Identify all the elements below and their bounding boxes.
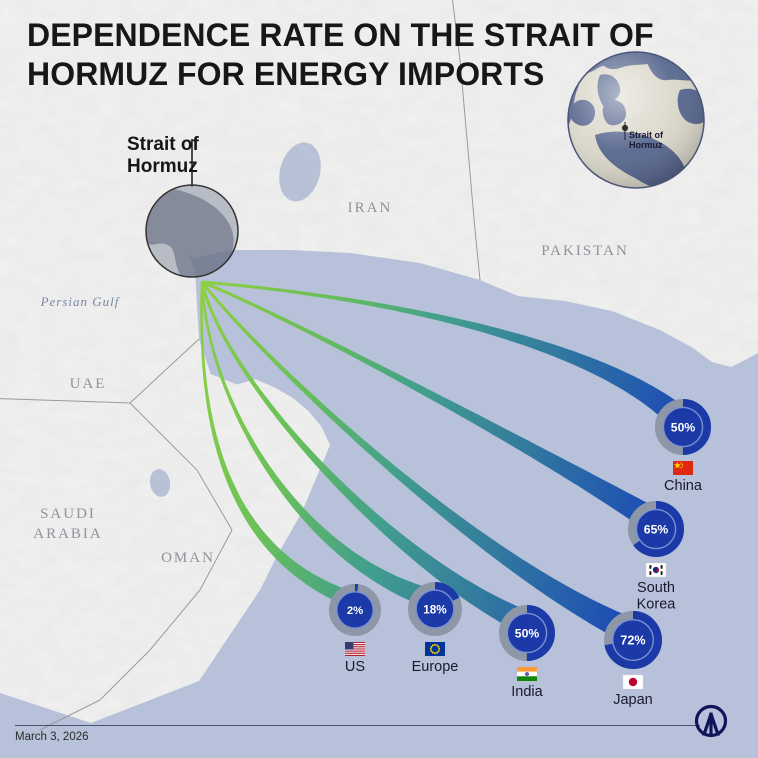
svg-text:50%: 50% — [671, 421, 696, 435]
svg-text:South: South — [637, 580, 675, 596]
svg-text:China: China — [664, 478, 703, 494]
svg-text:50%: 50% — [515, 627, 540, 641]
svg-text:UAE: UAE — [70, 376, 107, 392]
svg-text:March 3, 2026: March 3, 2026 — [15, 731, 89, 743]
svg-text:IRAN: IRAN — [348, 200, 393, 216]
svg-text:Hormuz: Hormuz — [629, 140, 663, 150]
svg-text:OMAN: OMAN — [161, 550, 215, 566]
svg-text:PAKISTAN: PAKISTAN — [541, 243, 629, 259]
svg-text:Strait of: Strait of — [629, 130, 664, 140]
svg-text:Persian Gulf: Persian Gulf — [40, 294, 121, 309]
svg-text:Korea: Korea — [637, 597, 677, 613]
svg-text:ARABIA: ARABIA — [33, 526, 103, 542]
svg-text:18%: 18% — [423, 603, 447, 616]
svg-text:SAUDI: SAUDI — [40, 506, 96, 522]
svg-text:65%: 65% — [644, 523, 669, 537]
svg-text:Japan: Japan — [613, 692, 653, 708]
svg-text:72%: 72% — [620, 634, 645, 648]
svg-text:India: India — [511, 684, 543, 700]
svg-text:Hormuz: Hormuz — [127, 156, 198, 177]
svg-text:Strait of: Strait of — [127, 134, 199, 155]
svg-text:2%: 2% — [347, 605, 363, 617]
svg-text:US: US — [345, 659, 365, 675]
svg-text:Europe: Europe — [412, 659, 459, 675]
